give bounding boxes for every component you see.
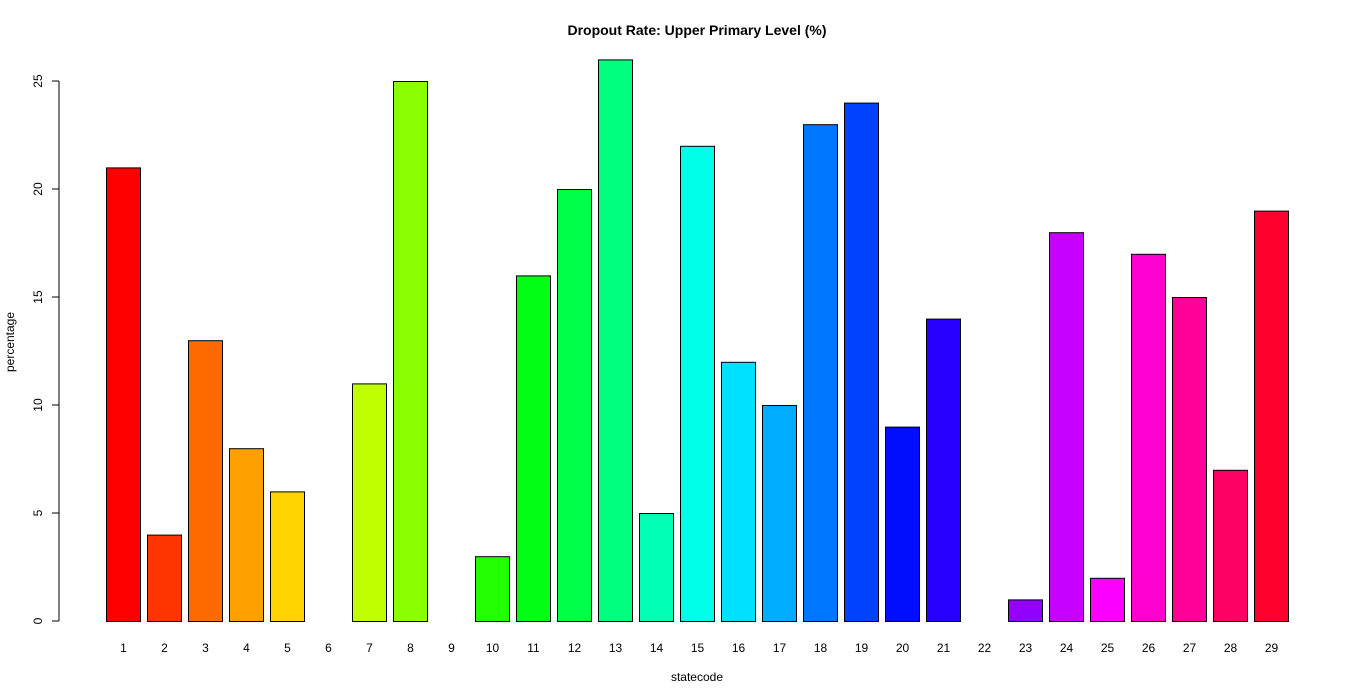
x-tick-label: 24 [1060,641,1074,655]
bar [721,361,756,622]
x-tick-label: 5 [284,641,291,655]
bar [762,405,797,622]
bar [229,448,264,623]
x-tick-label: 19 [855,641,869,655]
x-tick-label: 1 [120,641,127,655]
bar [639,513,674,622]
x-tick-label: 29 [1265,641,1279,655]
bar [1008,599,1043,623]
x-tick-label: 11 [527,641,540,655]
bar [680,145,715,623]
bar [803,124,838,622]
x-tick-label: 12 [568,641,582,655]
bar [270,491,305,622]
x-tick-label: 18 [814,641,828,655]
x-tick-label: 7 [366,641,373,655]
y-tick-label: 25 [31,74,45,88]
bar [475,556,510,623]
bar [1131,253,1166,623]
bar [147,534,182,622]
x-tick-label: 14 [650,641,664,655]
x-tick-label: 15 [691,641,705,655]
x-tick-label: 27 [1183,641,1197,655]
x-tick-label: 20 [896,641,910,655]
x-tick-label: 3 [202,641,209,655]
y-tick-label: 0 [31,617,45,624]
x-tick-labels: 1 2 3 4 5 6 7 8 9 10 11 12 13 14 15 16 17 18 19 20 21 22 23 24 2… [120,641,1278,655]
bar [393,81,428,622]
x-tick-label: 23 [1019,641,1033,655]
bar [844,102,879,623]
y-tick-label: 15 [31,290,45,304]
bar [1254,210,1289,622]
x-tick-label: 9 [448,641,455,655]
bar [516,275,551,622]
bar [106,167,141,622]
x-tick-label: 4 [243,641,250,655]
chart-title: Dropout Rate: Upper Primary Level (%) [567,22,826,38]
bar [1090,577,1125,622]
bar [885,426,920,622]
x-tick-label: 22 [978,641,992,655]
x-tick-label: 6 [325,641,332,655]
x-tick-label: 21 [937,641,951,655]
x-tick-label: 17 [773,641,787,655]
x-tick-label: 8 [407,641,414,655]
x-tick-label: 16 [732,641,746,655]
bar [188,340,223,622]
bar [598,59,633,622]
y-tick-label: 20 [31,182,45,196]
y-tick-label: 10 [31,398,45,412]
x-tick-label: 2 [161,641,168,655]
bar [926,318,961,622]
x-tick-label: 25 [1101,641,1115,655]
x-tick-label: 28 [1224,641,1238,655]
bar [1213,469,1248,622]
bar [1049,232,1084,622]
x-tick-label: 10 [486,641,500,655]
y-axis-label: percentage [3,312,17,372]
bar [557,189,592,622]
y-axis: 0 5 10 15 20 25 [31,74,60,624]
bar [1172,297,1207,622]
x-tick-label: 26 [1142,641,1156,655]
x-axis-label: statecode [671,670,723,684]
bar [352,383,387,622]
bars [106,59,1289,623]
x-tick-label: 13 [609,641,623,655]
y-tick-label: 5 [31,509,45,516]
